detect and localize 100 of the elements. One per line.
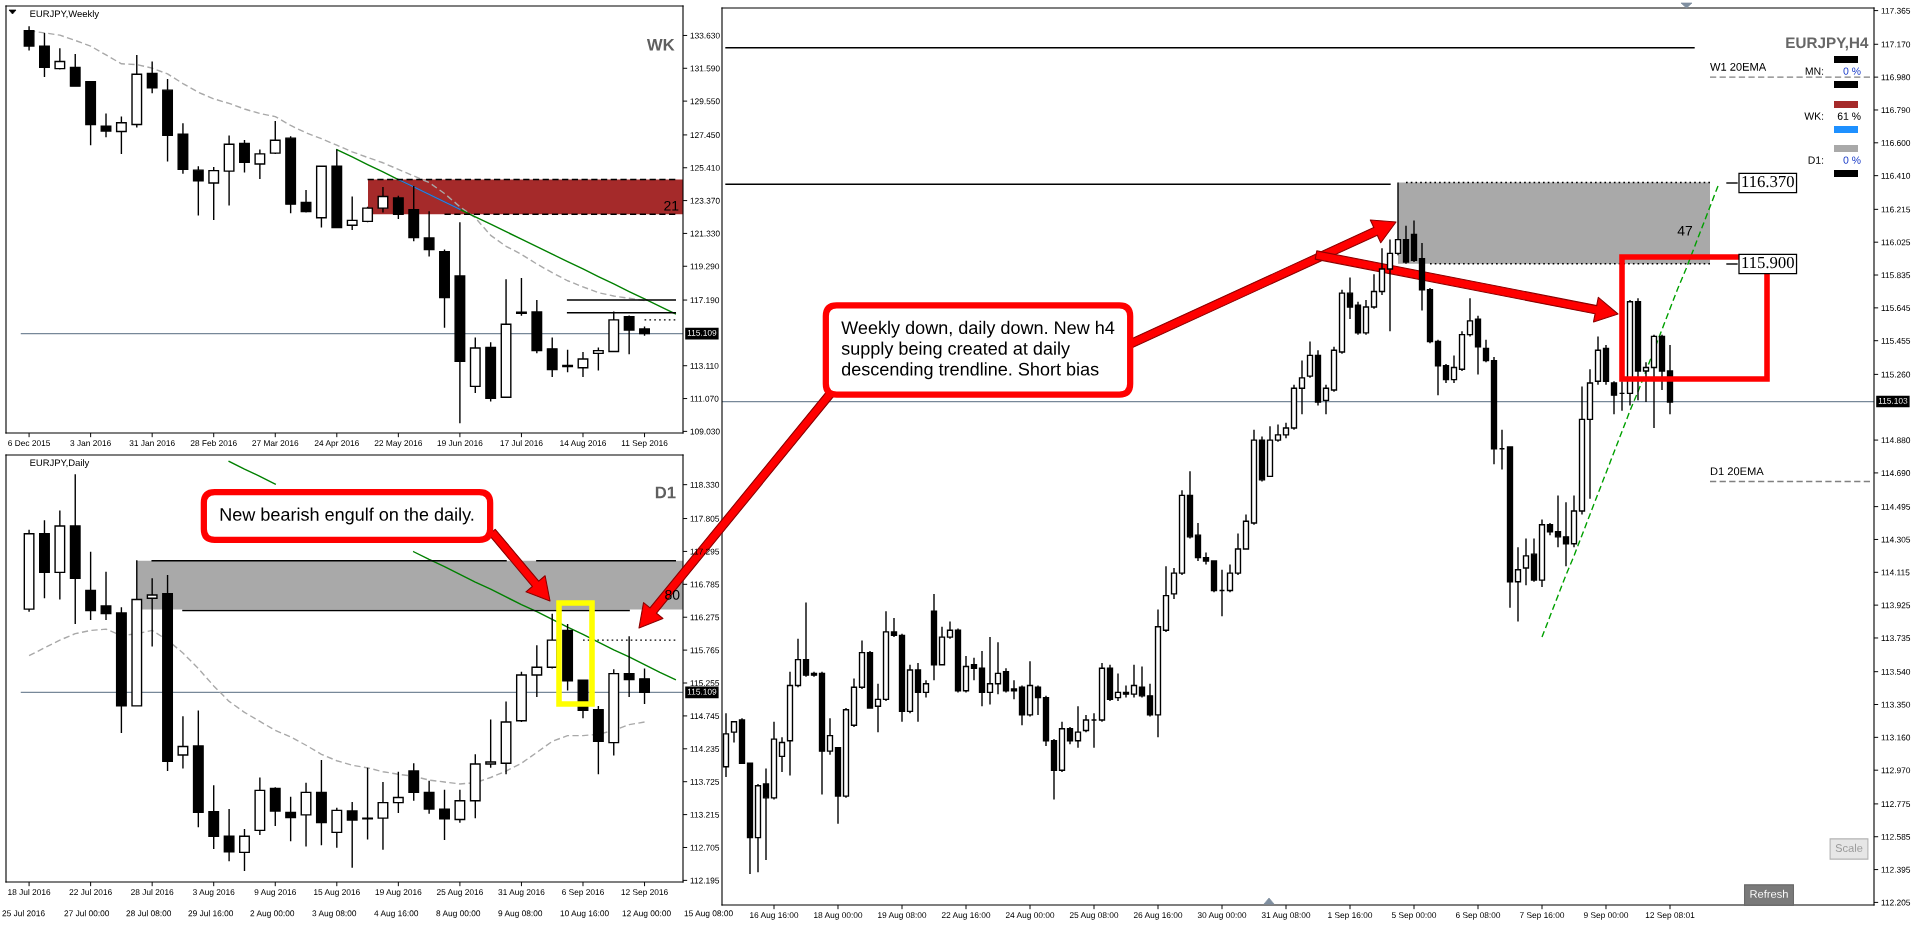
line-series: [28, 628, 646, 785]
y-tick-label: 121.330: [690, 230, 720, 237]
candlestick: [1026, 660, 1034, 718]
annotation: D1:: [1808, 156, 1824, 164]
candlestick: [254, 776, 266, 836]
annotation: New bearish engulf on the daily.: [220, 507, 474, 525]
candlestick: [978, 650, 986, 707]
candlestick: [954, 627, 962, 694]
candlestick: [223, 134, 235, 207]
y-tick-label: 111.070: [690, 395, 719, 402]
candlestick: [1642, 361, 1650, 403]
candlestick: [1530, 537, 1538, 583]
candlestick: [85, 81, 97, 146]
candlestick: [1426, 287, 1434, 344]
candlestick: [890, 617, 898, 638]
y-tick-label: 115.455: [1881, 337, 1911, 344]
x-tick-label: 12 Sep 2016: [621, 889, 668, 897]
candlestick: [1450, 354, 1458, 384]
candlestick: [1562, 501, 1570, 567]
candlestick: [500, 700, 512, 775]
x-tick-label: 6 Sep 08:00: [1455, 912, 1501, 920]
candlestick: [485, 341, 497, 403]
y-tick-label: 117.170: [1881, 41, 1911, 48]
candlestick: [239, 828, 250, 872]
candlestick: [1442, 363, 1450, 384]
annotation: D1: [655, 486, 676, 499]
y-tick-label: 117.190: [690, 297, 720, 304]
y-tick-label: 116.790: [1881, 107, 1911, 114]
candlestick: [994, 641, 1002, 695]
annotation: 0 %: [1843, 67, 1861, 75]
candlestick: [1138, 665, 1146, 699]
y-tick-label: 112.195: [690, 877, 720, 884]
candlestick: [300, 781, 312, 848]
candlestick: [786, 670, 794, 777]
candlestick: [1242, 513, 1250, 550]
x-tick-label: 17 Jul 2016: [500, 439, 543, 447]
candlestick: [162, 78, 174, 163]
y-tick-label: 114.305: [1881, 536, 1911, 543]
x-tick-label: 6 Dec 2015: [8, 440, 51, 447]
candlestick: [285, 135, 297, 214]
y-tick-label: 133.630: [690, 32, 720, 39]
candlestick: [1434, 339, 1442, 396]
annotation: 0 %: [1843, 156, 1861, 164]
candlestick: [423, 780, 435, 815]
candlestick: [1482, 339, 1490, 364]
y-tick-label: 123.370: [690, 197, 720, 204]
candlestick: [1250, 429, 1258, 526]
y-tick-label: 115.765: [690, 647, 720, 654]
candlestick: [754, 783, 762, 873]
candlestick: [592, 705, 604, 775]
candlestick: [1002, 667, 1010, 694]
candlestick: [1282, 422, 1290, 440]
candlestick: [1538, 518, 1546, 588]
x-tick-label: 22 Aug 16:00: [941, 912, 991, 920]
y-tick-label: 114.235: [690, 746, 720, 752]
x-tick-label: 31 Aug 2016: [498, 889, 545, 897]
candlestick: [346, 801, 358, 869]
candlestick: [1170, 567, 1178, 600]
y-tick-label: 115.255: [690, 680, 720, 687]
candlestick: [115, 115, 127, 155]
candlestick: [762, 767, 770, 861]
candlestick: [1594, 335, 1602, 386]
candlestick: [531, 644, 543, 698]
x-tick-label: 6 Sep 2016: [562, 889, 604, 897]
annotation: WK: [646, 39, 675, 51]
candlestick: [1122, 684, 1130, 699]
candlestick: [562, 623, 574, 692]
candlestick: [115, 606, 127, 734]
candlestick: [1466, 297, 1474, 338]
candlestick: [192, 165, 204, 217]
y-tick-label: 114.495: [1881, 503, 1911, 510]
candlestick: [1386, 238, 1394, 332]
candlestick: [1570, 494, 1578, 548]
y-tick-label: 114.690: [1881, 470, 1911, 477]
candlestick: [69, 473, 81, 625]
y-tick-label: 125.410: [690, 164, 720, 171]
candlestick: [882, 610, 890, 702]
text: 10 Aug 16:00: [560, 910, 609, 918]
candlestick: [1578, 385, 1586, 516]
annotation: Scale: [1835, 843, 1863, 852]
series-label: W1 20EMA: [1710, 62, 1767, 71]
x-tick-label: 28 Jul 2016: [131, 888, 174, 896]
text: 9 Aug 08:00: [498, 910, 543, 918]
candlestick: [54, 509, 66, 601]
y-tick-label: 112.705: [690, 844, 720, 851]
y-tick-label: 114.115: [1881, 569, 1910, 576]
candlestick: [408, 762, 420, 802]
candlestick: [469, 753, 481, 819]
candlestick: [1546, 522, 1554, 536]
x-tick-label: 22 May 2016: [374, 440, 423, 448]
candlestick: [639, 325, 650, 337]
line-series: [397, 178, 461, 210]
y-tick-label: 115.645: [1881, 305, 1911, 311]
candlestick: [439, 248, 450, 329]
candlestick: [1458, 330, 1466, 372]
candlestick: [770, 721, 778, 801]
x-tick-label: 30 Aug 00:00: [1197, 912, 1247, 920]
x-tick-label: 19 Jun 2016: [437, 440, 483, 447]
candlestick: [254, 148, 266, 180]
candlestick: [1418, 242, 1426, 312]
